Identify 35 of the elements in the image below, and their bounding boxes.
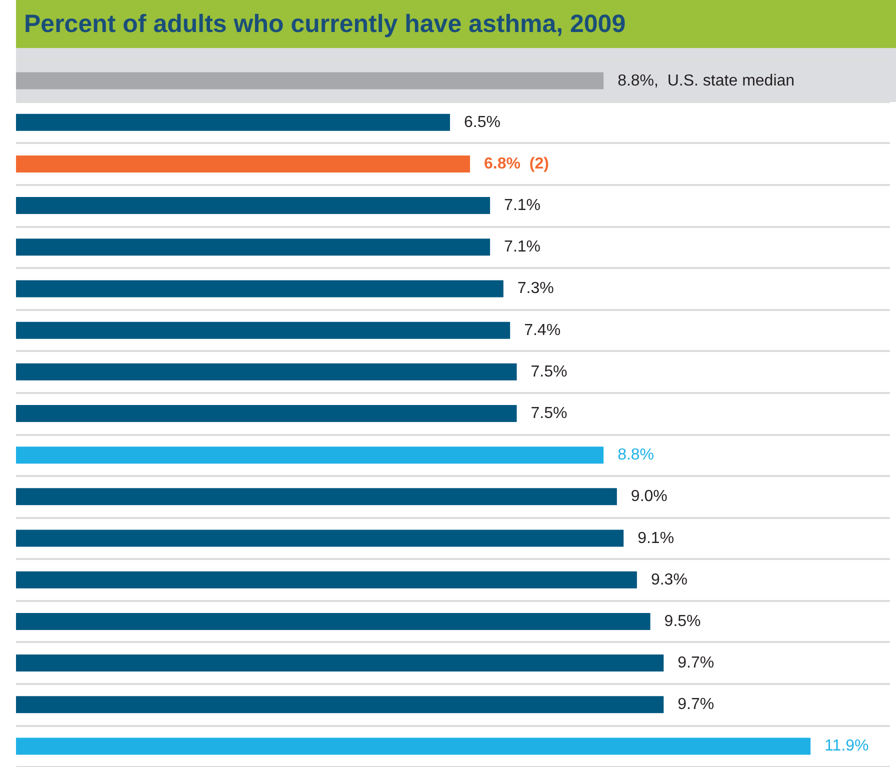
data-label: 9.7%: [678, 696, 714, 714]
data-label: 6.8% (2): [484, 155, 549, 172]
data-label: 9.7%: [678, 654, 714, 672]
data-label: 9.3%: [650, 571, 688, 588]
bar: [16, 696, 664, 714]
bar: [16, 238, 490, 256]
data-label: 9.1%: [638, 530, 674, 547]
bar: [16, 654, 664, 672]
data-label: 7.5%: [530, 363, 568, 380]
bar: [16, 612, 650, 630]
bar: [16, 363, 517, 380]
bar: [16, 280, 504, 298]
bar: [16, 530, 624, 547]
bar: [16, 446, 604, 464]
bar: [16, 322, 510, 339]
bar: [16, 405, 517, 422]
bar: [16, 571, 637, 588]
data-label: 7.5%: [530, 405, 568, 422]
bar: [16, 72, 604, 90]
data-label: 8.8%: [618, 446, 654, 464]
data-label: 9.5%: [664, 612, 701, 630]
data-label: 6.5%: [464, 114, 500, 131]
bar: [16, 155, 470, 172]
data-label: 7.3%: [517, 280, 554, 298]
bar: [16, 114, 450, 131]
bar: [16, 197, 490, 214]
data-label: 8.8%, U.S. state median: [618, 72, 795, 90]
bar: [16, 738, 811, 755]
data-label: 7.1%: [504, 238, 541, 256]
bar: [16, 488, 617, 506]
data-label: 9.0%: [630, 488, 668, 506]
chart-title: Percent of adults who currently have asthma, 2009: [16, 0, 896, 48]
data-label: 11.9%: [824, 738, 869, 755]
data-label: 7.4%: [524, 322, 561, 339]
data-label: 7.1%: [504, 197, 541, 214]
